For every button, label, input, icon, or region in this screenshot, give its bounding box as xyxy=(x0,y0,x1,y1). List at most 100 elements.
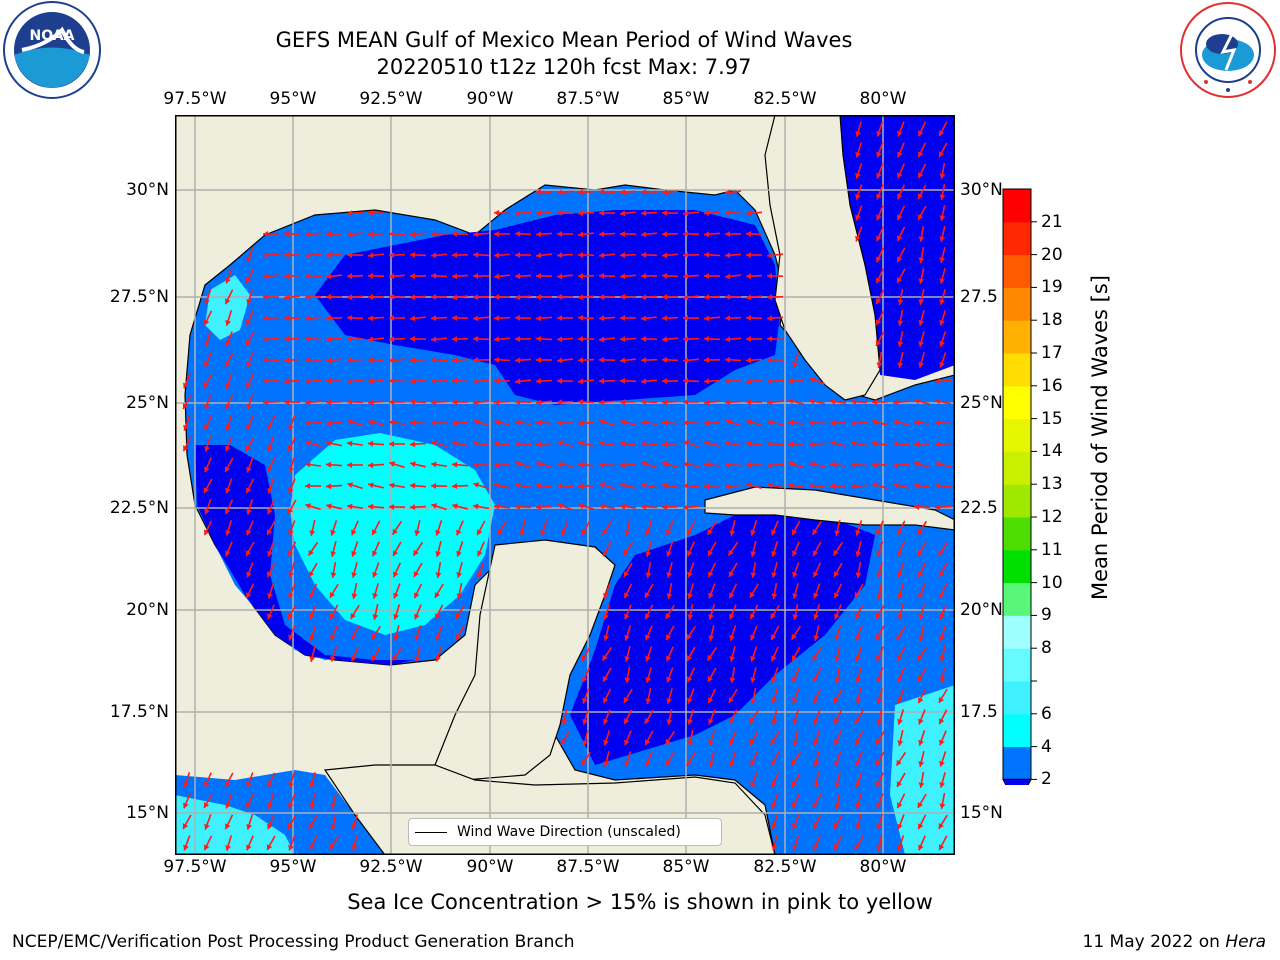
wind-wave-arrow xyxy=(790,751,802,767)
wind-wave-arrow xyxy=(493,503,511,510)
colorbar xyxy=(1002,188,1037,785)
wind-wave-arrow xyxy=(939,666,946,684)
wind-wave-arrow xyxy=(939,289,946,305)
wind-wave-arrow xyxy=(645,561,652,579)
wind-wave-arrow xyxy=(367,294,385,301)
wind-wave-arrow xyxy=(918,835,926,851)
wind-wave-arrow xyxy=(430,272,448,279)
wind-wave-arrow xyxy=(246,352,254,368)
wind-wave-arrow xyxy=(640,503,658,510)
wind-wave-arrow xyxy=(813,709,821,725)
wind-wave-arrow xyxy=(346,294,364,301)
wind-wave-arrow xyxy=(661,378,679,385)
wind-wave-arrow xyxy=(288,457,296,473)
wind-wave-arrow xyxy=(262,273,280,280)
wind-wave-arrow xyxy=(577,294,595,301)
wind-wave-arrow xyxy=(246,499,254,515)
wind-wave-arrow xyxy=(308,562,318,578)
wind-wave-arrow xyxy=(750,646,758,662)
wind-wave-arrow xyxy=(330,646,338,662)
wind-wave-arrow xyxy=(283,398,301,405)
wind-wave-arrow xyxy=(850,398,868,405)
lat-tick-right: 15°N xyxy=(960,803,1003,823)
wind-wave-arrow xyxy=(683,399,699,405)
wind-wave-arrow xyxy=(640,378,658,385)
wind-wave-arrow xyxy=(557,231,573,237)
wind-wave-arrow xyxy=(897,814,905,830)
wind-wave-arrow xyxy=(897,331,904,347)
wind-wave-arrow xyxy=(872,482,888,490)
wind-wave-arrow xyxy=(388,377,406,384)
colorbar-tick-label: 16 xyxy=(1041,375,1063,396)
wind-wave-arrow xyxy=(367,503,385,510)
wind-wave-arrow xyxy=(875,751,885,767)
wind-wave-arrow xyxy=(918,310,925,326)
wind-wave-arrow xyxy=(535,188,553,195)
wave-band-dark-west xyxy=(195,445,415,665)
wind-wave-arrow xyxy=(577,189,595,196)
wave-band-carib-cyan xyxy=(890,685,955,855)
wind-wave-arrow xyxy=(431,420,447,426)
wind-wave-arrow xyxy=(897,352,904,368)
wind-wave-arrow xyxy=(409,231,427,238)
wind-wave-arrow xyxy=(514,230,532,237)
wind-wave-arrow xyxy=(325,420,343,427)
wind-wave-arrow xyxy=(619,336,637,343)
colorbar-tick-label: 19 xyxy=(1041,277,1063,298)
wind-wave-arrow xyxy=(791,772,801,788)
wind-wave-arrow xyxy=(577,461,595,468)
wind-wave-arrow xyxy=(682,482,700,489)
noaa-logo: NOAA xyxy=(2,0,102,100)
wind-wave-arrow xyxy=(876,814,884,830)
wind-wave-arrow xyxy=(263,378,279,384)
wind-wave-arrow xyxy=(703,335,721,342)
wind-wave-arrow xyxy=(687,541,695,557)
lat-tick-right: 22.5 xyxy=(960,498,998,518)
wind-wave-arrow xyxy=(225,436,233,452)
wind-wave-arrow xyxy=(409,294,427,301)
colorbar-tick-label: 9 xyxy=(1041,605,1052,626)
wind-wave-arrow xyxy=(895,625,907,641)
wind-wave-arrow xyxy=(938,562,948,578)
wind-wave-arrow xyxy=(917,184,927,200)
wind-wave-arrow xyxy=(687,604,694,620)
wave-band-pacific-cyan xyxy=(175,795,295,855)
wind-wave-arrow xyxy=(451,294,469,301)
wind-wave-arrow xyxy=(686,667,696,683)
wind-wave-arrow xyxy=(367,336,385,343)
colorbar-segment xyxy=(1003,582,1031,616)
wind-wave-arrow xyxy=(619,293,637,300)
wind-wave-arrow xyxy=(771,667,779,683)
florida-peninsula xyxy=(764,115,881,401)
wind-wave-arrow xyxy=(452,440,468,447)
wind-wave-arrow xyxy=(409,378,427,385)
wind-wave-arrow xyxy=(662,461,678,468)
wind-wave-arrow xyxy=(666,667,674,683)
wind-wave-arrow xyxy=(829,398,847,405)
wind-wave-arrow xyxy=(875,772,885,788)
wind-wave-arrow xyxy=(682,419,700,426)
wind-wave-arrow xyxy=(918,331,925,347)
wind-wave-arrow xyxy=(834,666,841,684)
wind-wave-arrow xyxy=(809,461,825,468)
wind-wave-arrow xyxy=(477,562,485,578)
wind-wave-arrow xyxy=(686,646,696,662)
wind-wave-arrow xyxy=(435,625,443,641)
wind-wave-arrow xyxy=(456,562,463,578)
colorbar-segment xyxy=(1003,451,1031,485)
wind-wave-arrow xyxy=(750,751,758,767)
wind-wave-arrow xyxy=(514,503,532,510)
wind-wave-arrow xyxy=(914,398,930,405)
wind-wave-arrow xyxy=(729,520,736,536)
wind-wave-arrow xyxy=(792,583,799,599)
wind-wave-arrow xyxy=(917,163,927,179)
wind-wave-arrow xyxy=(939,730,947,746)
wind-wave-arrow xyxy=(897,309,904,327)
wind-wave-arrow xyxy=(514,357,532,364)
wind-wave-arrow xyxy=(476,520,486,536)
wind-wave-arrow xyxy=(855,793,862,809)
wind-wave-arrow xyxy=(288,793,296,809)
wind-wave-arrow xyxy=(556,377,574,384)
wind-wave-arrow xyxy=(367,440,385,447)
wind-wave-arrow xyxy=(939,226,946,242)
